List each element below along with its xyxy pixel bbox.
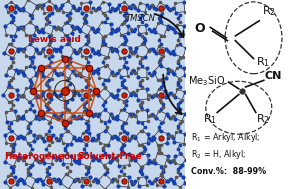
Text: R$_2$: R$_2$ [256,112,270,126]
Text: R$_2$ = H, Alkyl;: R$_2$ = H, Alkyl; [191,149,246,161]
Text: R$_1$: R$_1$ [203,112,217,126]
Text: R$_1$: R$_1$ [256,55,270,69]
Text: Solvent-Free: Solvent-Free [78,152,143,161]
Text: R$_2$: R$_2$ [263,4,277,18]
Text: Me$_3$SiO: Me$_3$SiO [188,74,225,88]
Text: O: O [195,22,205,35]
Text: TMSCN: TMSCN [126,14,156,23]
Text: Lewis acid: Lewis acid [28,35,81,44]
Text: R$_1$ = Arkyl, Alkyl;: R$_1$ = Arkyl, Alkyl; [191,132,261,144]
Text: Heterogeneous: Heterogeneous [4,152,82,161]
Text: CN: CN [265,71,282,81]
Text: Conv.%:  88-99%: Conv.%: 88-99% [191,167,266,177]
